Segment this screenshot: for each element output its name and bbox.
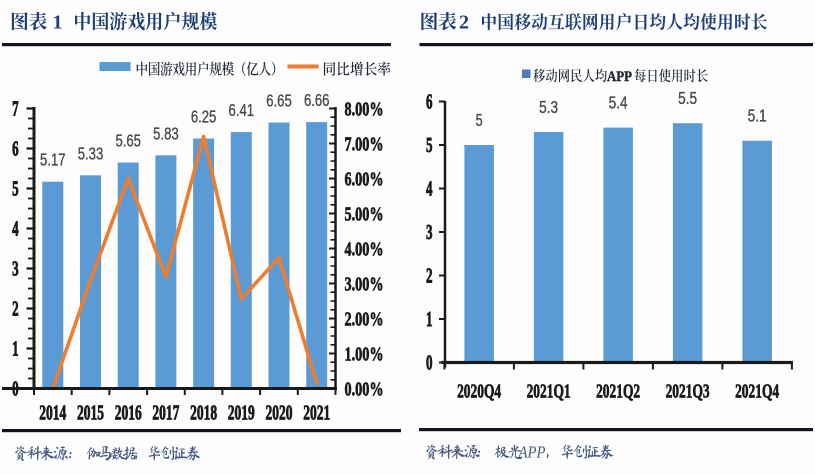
svg-text:6.66: 6.66 xyxy=(304,90,330,110)
svg-text:5: 5 xyxy=(12,177,19,201)
svg-text:3: 3 xyxy=(426,220,433,244)
svg-text:2021Q3: 2021Q3 xyxy=(666,381,710,403)
svg-text:5.1: 5.1 xyxy=(748,106,767,126)
svg-text:6.00%: 6.00% xyxy=(345,169,384,191)
svg-text:7.00%: 7.00% xyxy=(345,134,384,156)
svg-text:6.25: 6.25 xyxy=(191,107,217,127)
svg-text:5.3: 5.3 xyxy=(539,97,558,117)
svg-text:6.41: 6.41 xyxy=(229,100,255,120)
svg-text:2017: 2017 xyxy=(152,401,179,425)
svg-text:2021: 2021 xyxy=(303,401,330,425)
svg-text:2021Q4: 2021Q4 xyxy=(735,381,779,403)
svg-text:2019: 2019 xyxy=(228,401,255,425)
svg-text:2020: 2020 xyxy=(266,401,293,425)
svg-text:APP: APP xyxy=(607,69,632,85)
svg-text:3.00%: 3.00% xyxy=(345,274,384,296)
svg-text:1: 1 xyxy=(53,12,63,34)
svg-text:5: 5 xyxy=(476,110,483,130)
svg-text:5.4: 5.4 xyxy=(609,93,628,113)
svg-text:5.00%: 5.00% xyxy=(345,204,384,226)
svg-text:APP: APP xyxy=(518,443,546,462)
svg-text:5.83: 5.83 xyxy=(153,123,179,143)
svg-text:0: 0 xyxy=(426,351,433,375)
svg-text:0: 0 xyxy=(12,377,19,401)
svg-text:3: 3 xyxy=(12,257,19,281)
svg-text:6: 6 xyxy=(12,137,19,161)
svg-text:4: 4 xyxy=(426,177,433,201)
svg-text:2: 2 xyxy=(12,297,19,321)
svg-text:6.65: 6.65 xyxy=(266,91,292,111)
svg-text:2015: 2015 xyxy=(77,401,104,425)
svg-text:6: 6 xyxy=(426,90,433,114)
svg-text:2020Q4: 2020Q4 xyxy=(457,381,501,403)
svg-text:0.00%: 0.00% xyxy=(345,379,384,401)
svg-text:8.00%: 8.00% xyxy=(345,99,384,121)
svg-text:2.00%: 2.00% xyxy=(345,309,384,331)
svg-text:2: 2 xyxy=(426,264,433,288)
svg-text:1: 1 xyxy=(426,307,433,331)
svg-text:5.65: 5.65 xyxy=(115,131,141,151)
svg-text:1.00%: 1.00% xyxy=(345,344,384,366)
svg-text:2014: 2014 xyxy=(39,401,66,425)
svg-text:7: 7 xyxy=(12,97,19,121)
svg-text:5.17: 5.17 xyxy=(40,150,66,170)
svg-text:5.33: 5.33 xyxy=(78,143,104,163)
svg-text:2: 2 xyxy=(459,12,469,34)
svg-text:2016: 2016 xyxy=(115,401,142,425)
svg-text:2021Q2: 2021Q2 xyxy=(596,381,640,403)
svg-text:5: 5 xyxy=(426,133,433,157)
svg-text:5.5: 5.5 xyxy=(678,88,697,108)
svg-text:2018: 2018 xyxy=(190,401,217,425)
svg-text:4: 4 xyxy=(12,217,19,241)
svg-text:1: 1 xyxy=(12,337,19,361)
svg-text:2021Q1: 2021Q1 xyxy=(527,381,571,403)
svg-text:4.00%: 4.00% xyxy=(345,239,384,261)
